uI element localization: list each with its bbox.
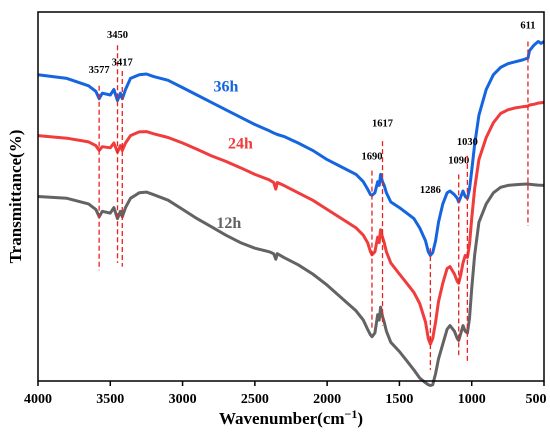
x-tick-label-2500: 2500 [241,392,269,407]
peak-label-1286: 1286 [420,185,441,196]
x-axis-ticks: 4000 3500 3000 2500 2000 1500 1000 500 [24,381,547,407]
series-line-12h [37,182,545,387]
x-axis-title-main: Wavenumber(cm [219,409,345,428]
x-axis-title-superscript: −1 [345,407,358,421]
series-line-36h [37,40,545,257]
x-axis-title: Wavenumber(cm−1) [219,407,363,428]
x-tick-label-1000: 1000 [458,392,486,407]
series-label-24h: 24h [228,136,253,153]
series-label-36h: 36h [213,78,238,95]
peak-label-3450: 3450 [107,30,128,41]
x-tick-label-3500: 3500 [96,392,124,407]
peak-label-1090: 1090 [448,155,469,166]
x-tick-label-4000: 4000 [24,392,52,407]
peak-label-611: 611 [520,21,535,32]
x-tick-label-3000: 3000 [169,392,197,407]
peak-label-3577: 3577 [89,65,110,76]
x-axis-title-close: ) [357,409,363,428]
plot-frame [37,11,545,382]
peak-label-1030: 1030 [457,137,478,148]
x-tick-label-500: 500 [526,392,547,407]
peak-label-1690: 1690 [361,152,382,163]
peak-lines-layer: 3577 3450 3417 1690 1617 1286 1090 1030 611 [89,21,536,370]
peak-label-1617: 1617 [372,118,393,129]
series-labels-layer: 36h 24h 12h [213,78,252,232]
x-tick-label-2000: 2000 [313,392,341,407]
x-tick-label-1500: 1500 [385,392,413,407]
y-axis-title: Transmittance(%) [6,130,25,264]
series-layer [37,40,545,387]
series-label-12h: 12h [216,215,241,232]
peak-label-3417: 3417 [112,58,133,69]
series-line-24h [37,100,545,346]
